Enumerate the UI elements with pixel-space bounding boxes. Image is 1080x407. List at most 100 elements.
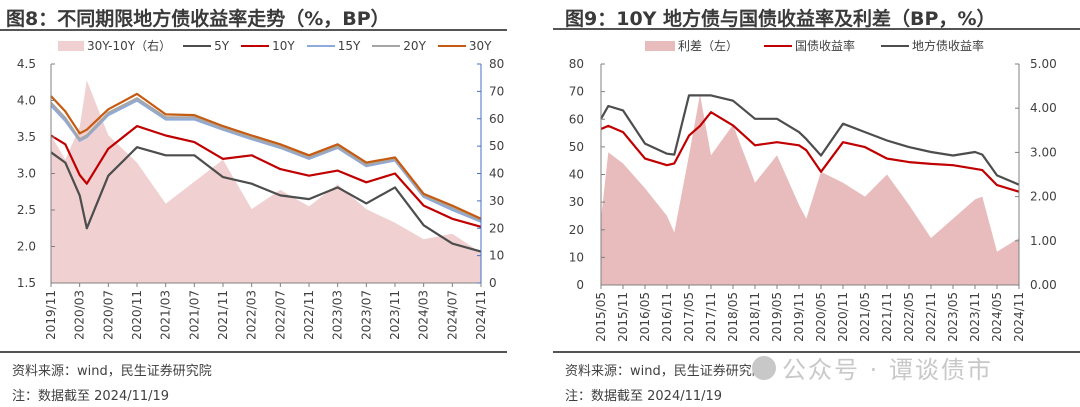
chart1-bottom-rule [0,351,507,353]
x-tick-label: 2018/11 [748,292,762,342]
x-tick-label: 2020/11 [836,292,850,342]
x-tick-label: 2023/07 [359,290,373,340]
chart2-title: 图9：10Y 地方债与国债收益率及利差（BP，%） [565,8,996,30]
series-area-0 [601,94,1019,286]
left-tick-label: 60 [569,112,584,126]
x-tick-label: 2024/07 [445,290,459,340]
chart2-legend: 利差（左） 国债收益率 地方债收益率 [645,37,984,54]
x-tick-label: 2022/11 [302,290,316,340]
right-tick-label: 0.00 [1030,278,1057,292]
x-tick-label: 2022/11 [924,292,938,342]
right-tick-label: 40 [489,167,504,181]
legend-item-local: 地方债收益率 [881,37,984,54]
legend-swatch [183,44,212,47]
x-tick-label: 2018/05 [726,292,740,342]
left-tick-label: 4.0 [17,94,36,108]
left-tick-label: 10 [569,250,584,264]
chart2-bottom-rule [553,351,1080,353]
x-tick-label: 2022/07 [273,290,287,340]
right-tick-label: 30 [489,194,504,208]
left-tick-label: 70 [569,85,584,99]
right-tick-label: 60 [489,112,504,126]
legend-swatch [241,44,270,47]
legend-item-10y: 10Y [241,39,295,53]
legend-item-5y: 5Y [183,39,229,53]
right-tick-label: 50 [489,139,504,153]
chart1-title-rule [0,29,507,31]
left-tick-label: 50 [569,140,584,154]
left-tick-label: 30 [569,195,584,209]
x-tick-label: 2016/11 [660,292,674,342]
left-tick-label: 4.5 [17,57,36,71]
legend-label: 国债收益率 [795,39,856,53]
right-tick-label: 3.00 [1030,145,1057,159]
legend-label: 30Y-10Y（右） [87,39,172,53]
legend-swatch [372,44,401,47]
legend-item-treasury: 国债收益率 [764,37,855,54]
series-line-30Y [50,92,482,220]
watermark: 公众号 · 谭谈债市 [752,350,993,385]
legend-item-15y: 15Y [306,39,360,53]
right-tick-label: 2.00 [1030,190,1057,204]
x-tick-label: 2021/11 [216,290,230,340]
wechat-icon [752,355,776,380]
series-area-0 [51,80,481,284]
x-tick-label: 2015/11 [616,292,630,342]
x-tick-label: 2023/05 [946,292,960,342]
left-tick-label: 40 [569,168,584,182]
legend-label: 10Y [272,38,295,53]
x-tick-label: 2020/03 [73,290,87,340]
legend-label: 利差（左） [678,39,739,53]
x-tick-label: 2024/11 [1012,292,1026,342]
legend-swatch [58,40,84,51]
legend-swatch [881,44,910,47]
x-tick-label: 2016/05 [638,292,652,342]
legend-label: 30Y [468,38,492,53]
chart1-source: 资料来源：wind，民生证券研究院 [12,364,212,379]
left-tick-label: 1.5 [17,276,36,290]
chart2-plot: 0 10 20 30 40 50 60 70 80 0.00 1.00 2.00 3.00 4.00 5.0… [569,57,1057,342]
legend-item-spread: 利差（左） [645,37,738,54]
left-tick-label: 3.0 [17,167,36,181]
left-tick-label: 0 [576,278,584,292]
left-tick-label: 2.5 [17,203,36,217]
chart1-plot: 1.5 2.0 2.5 3.0 3.5 4.0 4.5 0 10 20 30 40 50 60 70 80 20… [17,57,504,340]
x-tick-label: 2020/07 [101,290,115,340]
x-tick-label: 2023/03 [331,290,345,340]
left-tick-label: 80 [569,57,584,71]
x-tick-label: 2024/11 [474,290,488,340]
legend-swatch [764,44,793,47]
right-tick-label: 4.00 [1030,101,1057,115]
series-line-10Y [50,124,482,228]
legend-swatch [306,44,335,47]
series-line-地方债收益率 [600,94,1020,186]
legend-item-spread: 30Y-10Y（右） [58,37,171,54]
x-tick-label: 2017/05 [682,292,696,342]
x-tick-label: 2021/07 [187,290,201,340]
x-tick-label: 2021/11 [880,292,894,342]
x-tick-label: 2023/11 [388,290,402,340]
chart1-legend: 30Y-10Y（右） 5Y 10Y 15Y 20Y 30Y [58,37,492,54]
x-tick-label: 2024/05 [990,292,1004,342]
watermark-text: 公众号 · 谭谈债市 [782,356,993,384]
series-line-5Y [50,146,482,253]
legend-item-30y: 30Y [437,38,492,53]
x-tick-label: 2024/03 [417,290,431,340]
x-tick-label: 2022/03 [245,290,259,340]
right-tick-label: 80 [489,57,504,71]
x-tick-label: 2022/05 [902,292,916,342]
legend-label: 地方债收益率 [912,39,985,53]
legend-item-20y: 20Y [372,39,426,53]
chart1-title: 图8：不同期限地方债收益率走势（%，BP） [6,8,390,30]
x-tick-label: 2019/11 [44,290,58,340]
right-tick-label: 20 [489,221,504,235]
x-tick-label: 2019/05 [770,292,784,342]
left-tick-label: 3.5 [17,130,36,144]
x-tick-label: 2023/11 [968,292,982,342]
right-tick-label: 1.00 [1030,234,1057,248]
legend-label: 20Y [403,38,426,53]
right-tick-label: 0 [489,276,497,290]
chart2-title-rule [553,28,1080,30]
legend-label: 5Y [214,38,230,53]
